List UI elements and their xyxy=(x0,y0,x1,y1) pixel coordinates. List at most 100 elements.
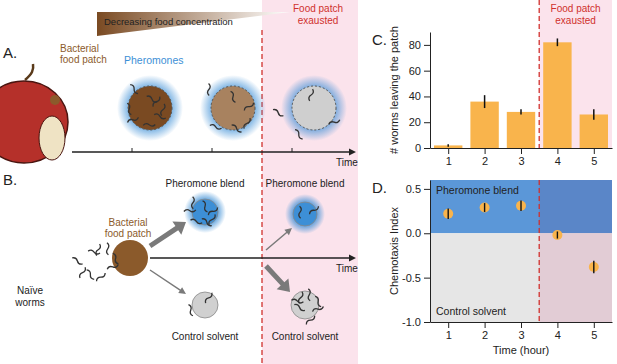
tick-label: 2 xyxy=(482,155,488,167)
panel-label: B. xyxy=(3,171,17,188)
tick: 3 xyxy=(518,148,524,167)
label: Bacterial xyxy=(60,43,99,54)
worm xyxy=(243,117,251,129)
pheromone-cloud xyxy=(200,75,266,141)
point xyxy=(552,230,562,240)
bar xyxy=(543,42,571,148)
worm xyxy=(191,197,195,209)
divider xyxy=(539,0,540,148)
axis-title: Time (hour) xyxy=(493,344,549,356)
label: food patch xyxy=(105,228,152,239)
marks xyxy=(443,200,599,273)
solvent-spot xyxy=(291,291,319,319)
worm xyxy=(294,303,306,311)
worm xyxy=(187,304,194,316)
worm xyxy=(190,219,202,225)
worm xyxy=(105,243,109,255)
error-bar xyxy=(448,208,449,219)
worm xyxy=(229,91,237,103)
tick-mark xyxy=(557,322,558,328)
worm xyxy=(207,83,211,95)
tick-label: 2 xyxy=(482,329,488,341)
label: Bacterial xyxy=(109,217,148,228)
worm xyxy=(309,205,320,215)
label: worms xyxy=(14,297,44,308)
divider xyxy=(539,180,540,322)
tick: -0.5 xyxy=(402,272,430,284)
tick-mark xyxy=(424,233,430,234)
tick-mark xyxy=(448,322,449,328)
tick: 1 xyxy=(446,148,452,167)
error-bar xyxy=(557,231,558,238)
arrow xyxy=(266,228,292,251)
worm xyxy=(208,214,216,226)
worm xyxy=(314,296,323,308)
tick-mark xyxy=(521,322,522,328)
tick: 40 xyxy=(409,90,430,102)
tick-mark xyxy=(424,189,430,190)
tick-label: 40 xyxy=(409,90,421,102)
tick-mark xyxy=(424,322,430,323)
worm xyxy=(243,102,254,112)
worm xyxy=(146,95,158,103)
gradient-label: Decreasing food concentration xyxy=(104,16,233,27)
bar xyxy=(470,102,498,148)
tick-label: 60 xyxy=(409,65,421,77)
solvent-spot xyxy=(192,292,218,318)
arrow xyxy=(149,221,186,248)
tick: 4 xyxy=(555,148,561,167)
pheromone-cloud xyxy=(117,75,183,141)
apple xyxy=(0,81,68,163)
tick: 3 xyxy=(518,322,524,341)
axis-line xyxy=(430,33,431,149)
tick-mark xyxy=(521,148,522,154)
tick: 2 xyxy=(482,322,488,341)
exhausted-region xyxy=(539,180,612,322)
worm xyxy=(210,124,222,130)
apple-bite xyxy=(39,116,65,160)
tick-mark xyxy=(424,71,430,72)
apple-stem xyxy=(25,64,33,80)
tick: -1.0 xyxy=(402,316,430,328)
tick: 1 xyxy=(446,322,452,341)
x-axis: 12345 xyxy=(431,148,613,167)
tick-mark xyxy=(448,148,449,154)
tick-mark xyxy=(424,148,430,149)
worm xyxy=(129,84,139,95)
axis-title: # worms leaving the patch xyxy=(388,26,400,154)
point xyxy=(443,209,453,219)
tick: 0.0 xyxy=(406,227,430,239)
band-label: Pheromone blend xyxy=(436,184,519,196)
tick-label: -0.5 xyxy=(402,272,421,284)
label: Pheromones xyxy=(124,54,184,66)
tick-mark xyxy=(424,122,430,123)
chart: 12345-1.0-0.50.00.5Pheromone blendContro… xyxy=(372,179,613,356)
label: Control solvent xyxy=(172,331,239,342)
axis-line xyxy=(430,181,431,323)
arrow xyxy=(264,264,290,292)
panel-label: C. xyxy=(372,31,387,48)
time-tick xyxy=(292,148,293,152)
error-bar xyxy=(557,38,559,46)
divider xyxy=(261,30,262,364)
arrow xyxy=(150,255,356,262)
tick-label: 80 xyxy=(409,39,421,51)
tick-label: 1 xyxy=(446,155,452,167)
time-tick xyxy=(132,148,133,152)
worm xyxy=(207,206,218,216)
y-axis: -1.0-0.50.00.5 xyxy=(402,181,430,329)
worm xyxy=(308,89,314,101)
point xyxy=(516,201,526,211)
tick-label: 3 xyxy=(518,329,524,341)
worm xyxy=(312,305,324,313)
figure: A.Decreasing food concentrationFood patc… xyxy=(0,0,617,364)
worm xyxy=(71,257,83,266)
error-bar xyxy=(593,261,594,273)
chart: 12345020406080Food patchexaustedC.# worm… xyxy=(372,0,613,167)
worm xyxy=(298,206,302,218)
label: Pheromone blend xyxy=(266,178,345,189)
error-bar xyxy=(520,200,521,211)
tick-label: 0 xyxy=(415,142,421,154)
worm xyxy=(291,299,303,303)
tick-mark xyxy=(594,322,595,328)
